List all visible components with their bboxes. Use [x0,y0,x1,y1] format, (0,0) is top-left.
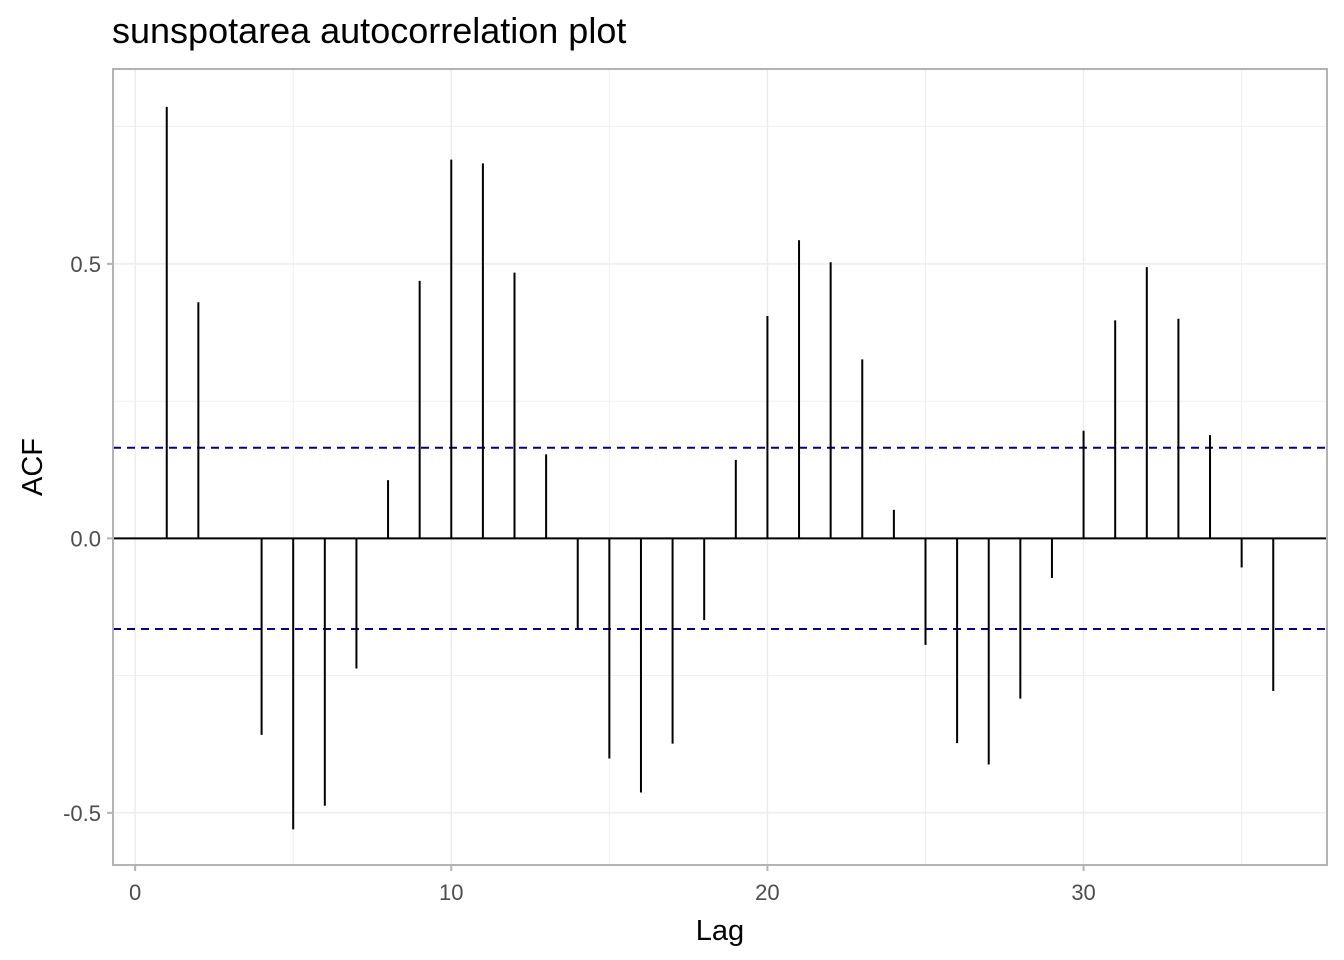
y-tick-label: 0.5 [70,252,101,277]
x-tick-label: 10 [439,880,463,905]
x-tick-label: 20 [755,880,779,905]
y-tick-label: -0.5 [63,801,101,826]
x-tick-label: 30 [1071,880,1095,905]
acf-bars [165,106,1275,830]
y-axis-ticks: -0.5 0.0 0.5 [63,252,113,826]
x-axis-ticks: 0 10 20 30 [129,865,1096,905]
y-axis-title: ACF [17,438,49,496]
panel-border [112,68,1328,866]
chart-title: sunspotarea autocorrelation plot [112,10,627,51]
confidence-bounds [113,446,1327,630]
y-tick-label: 0.0 [70,526,101,551]
grid-lines [113,69,1327,865]
x-tick-label: 0 [129,880,141,905]
x-axis-title: Lag [696,915,744,947]
